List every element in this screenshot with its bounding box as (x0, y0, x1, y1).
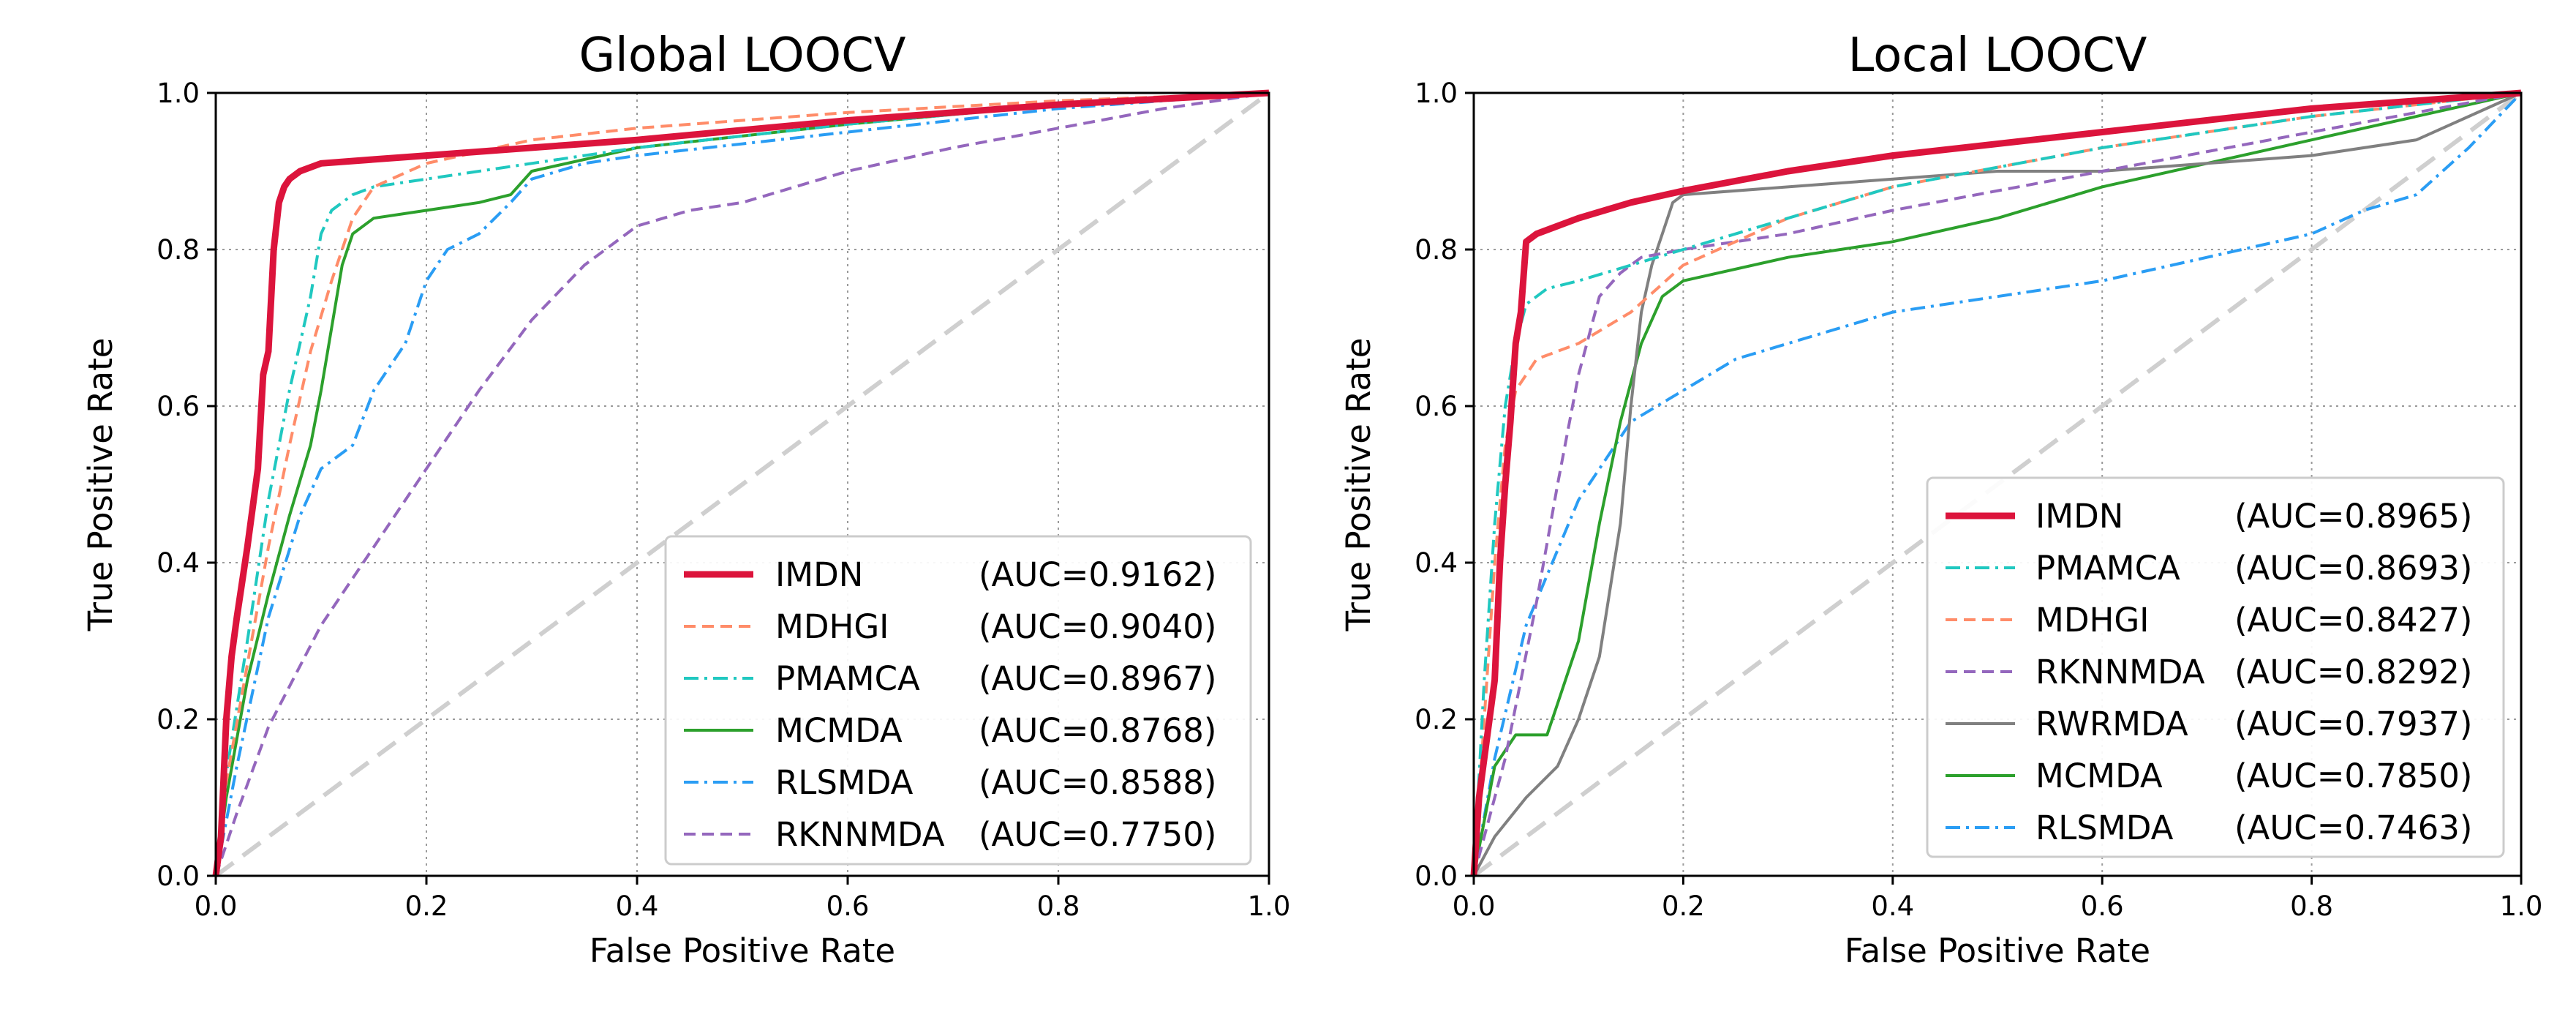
global-legend-auc-mcmda: (AUC=0.8768) (979, 711, 1216, 750)
global-legend-label-mdhgi: MDHGI (775, 607, 889, 646)
local-xtick-label-1: 0.2 (1662, 890, 1705, 922)
local-xtick-label-3: 0.6 (2081, 890, 2124, 922)
global-legend-auc-rlsmda: (AUC=0.8588) (979, 763, 1216, 802)
local-axes-frame (1472, 91, 2523, 877)
global-chart-title: Global LOOCV (579, 29, 905, 83)
global-xtick-label-3: 0.6 (826, 890, 870, 922)
local-legend-auc-rlsmda: (AUC=0.7463) (2234, 809, 2472, 847)
global-legend-label-pmamca: PMAMCA (775, 659, 920, 698)
global-ytick-label-4: 0.8 (157, 234, 200, 266)
local-chart-title: Local LOOCV (1848, 29, 2147, 83)
local-xtick-label-5: 1.0 (2500, 890, 2543, 922)
global-ytick-label-0: 0.0 (157, 860, 200, 892)
local-ytick-label-2: 0.4 (1415, 547, 1458, 579)
local-ytick-label-1: 0.2 (1415, 704, 1458, 735)
global-legend-label-mcmda: MCMDA (775, 711, 903, 750)
local-series-rlsmda (1472, 91, 2523, 877)
local-legend-label-mdhgi: MDHGI (2035, 601, 2149, 639)
global-series-mcmda (214, 91, 1270, 877)
global-xtick-label-5: 1.0 (1248, 890, 1291, 922)
local-legend-auc-rwrmda: (AUC=0.7937) (2234, 705, 2472, 743)
local-xtick-label-0: 0.0 (1453, 890, 1496, 922)
global-axes-frame (214, 91, 1270, 877)
global-legend-auc-rknnmda: (AUC=0.7750) (979, 815, 1216, 854)
local-loocv-chart: 0.0 0.2 0.4 0.6 0.8 1.0 0.0 0.2 0.4 0.6 0.8 1.0 Loca… (1339, 29, 2542, 970)
local-series-pmamca (1472, 91, 2522, 877)
local-legend-label-pmamca: PMAMCA (2035, 549, 2180, 588)
global-xtick-label-2: 0.4 (616, 890, 659, 922)
global-series-rlsmda (214, 91, 1270, 877)
global-ytick-label-1: 0.2 (157, 704, 200, 735)
global-ytick-label-5: 1.0 (157, 78, 200, 109)
local-legend-label-rknnmda: RKNNMDA (2035, 653, 2205, 691)
global-ytick-label-2: 0.4 (157, 547, 200, 579)
local-legend-label-rwrmda: RWRMDA (2035, 705, 2188, 743)
global-xtick-label-0: 0.0 (195, 890, 238, 922)
local-ytick-label-4: 0.8 (1415, 234, 1458, 266)
local-series-rknnmda (1472, 91, 2522, 877)
global-series-mdhgi (214, 91, 1270, 877)
global-legend: IMDN (AUC=0.9162) MDHGI (AUC=0.9040) PMAMCA (… (664, 535, 1252, 866)
global-xtick-label-4: 0.8 (1037, 890, 1080, 922)
global-xtick-label-1: 0.2 (405, 890, 448, 922)
global-x-axis-label: False Positive Rate (590, 931, 895, 970)
local-x-axis-label: False Positive Rate (1845, 931, 2150, 970)
global-loocv-chart: 0.0 0.2 0.4 0.6 0.8 1.0 0.0 0.2 0.4 0.6 0.8 1.0 Glob… (81, 29, 1290, 970)
local-series-mdhgi (1472, 91, 2522, 877)
local-legend-auc-mcmda: (AUC=0.7850) (2234, 757, 2472, 795)
local-y-axis-label: True Positive Rate (1339, 338, 1378, 632)
local-legend-label-mcmda: MCMDA (2035, 757, 2163, 795)
global-legend-label-rlsmda: RLSMDA (775, 763, 914, 802)
local-ytick-label-5: 1.0 (1415, 78, 1458, 109)
local-ytick-label-0: 0.0 (1415, 860, 1458, 892)
local-series-rwrmda (1472, 91, 2522, 877)
global-legend-auc-mdhgi: (AUC=0.9040) (979, 607, 1216, 646)
global-legend-auc-pmamca: (AUC=0.8967) (979, 659, 1216, 698)
local-legend-label-rlsmda: RLSMDA (2035, 809, 2174, 847)
local-legend-label-imdn: IMDN (2035, 497, 2123, 536)
local-legend-auc-imdn: (AUC=0.8965) (2234, 497, 2472, 536)
global-legend-label-imdn: IMDN (775, 555, 863, 594)
global-ytick-label-3: 0.6 (157, 391, 200, 422)
local-legend: IMDN (AUC=0.8965) PMAMCA (AUC=0.8693) MDHGI (… (1926, 476, 2505, 858)
local-legend-auc-rknnmda: (AUC=0.8292) (2234, 653, 2472, 691)
global-legend-auc-imdn: (AUC=0.9162) (979, 555, 1216, 594)
global-series-rknnmda (214, 91, 1270, 877)
global-legend-box (664, 535, 1252, 866)
global-y-axis-label: True Positive Rate (81, 338, 120, 632)
local-legend-auc-mdhgi: (AUC=0.8427) (2234, 601, 2472, 639)
local-xtick-label-4: 0.8 (2290, 890, 2333, 922)
global-series-imdn (212, 89, 1270, 877)
local-legend-auc-pmamca: (AUC=0.8693) (2234, 549, 2472, 588)
global-legend-label-rknnmda: RKNNMDA (775, 815, 945, 854)
global-chance-diagonal (214, 91, 1270, 878)
local-xtick-label-2: 0.4 (1871, 890, 1914, 922)
local-legend-box (1926, 476, 2505, 858)
local-ytick-label-3: 0.6 (1415, 391, 1458, 422)
local-series-imdn (1470, 89, 2522, 877)
